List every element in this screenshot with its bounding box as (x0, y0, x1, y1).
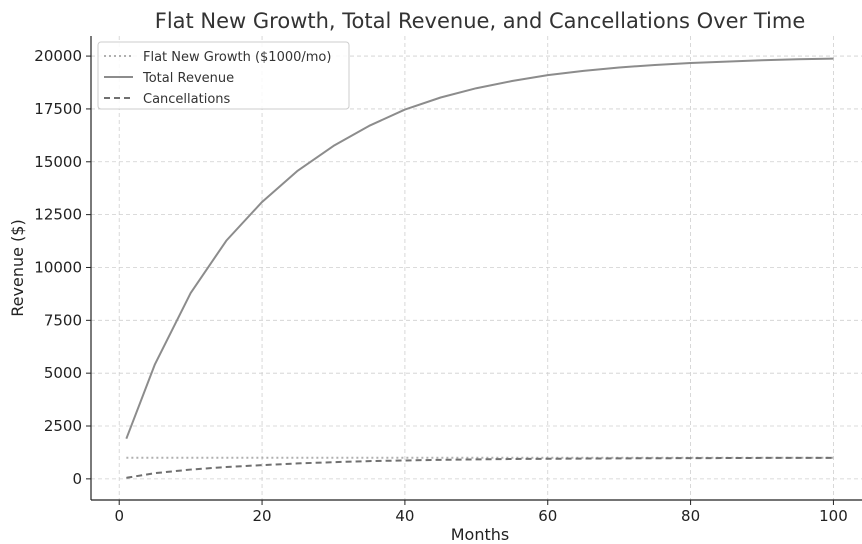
x-axis-label: Months (451, 525, 509, 544)
x-tick-label: 40 (395, 507, 414, 525)
x-tick-label: 100 (819, 507, 848, 525)
x-tick-label: 80 (681, 507, 700, 525)
tick-labels: 0 20 40 60 80 100 0 2500 5000 7500 10000 12500 15000… (34, 47, 847, 525)
x-tick-label: 20 (253, 507, 272, 525)
legend-box (97, 41, 350, 110)
chart-title: Flat New Growth, Total Revenue, and Canc… (155, 9, 806, 33)
grid (91, 36, 862, 500)
legend: Flat New Growth ($1000/mo) Total Revenue C… (97, 41, 350, 110)
legend-label: Cancellations (143, 92, 231, 107)
y-tick-label: 0 (72, 470, 82, 488)
axes (86, 36, 862, 505)
y-axis-label: Revenue ($) (8, 219, 27, 316)
y-tick-label: 12500 (34, 206, 82, 224)
y-tick-label: 17500 (34, 100, 82, 118)
y-tick-label: 7500 (44, 311, 82, 329)
series-lines (125, 57, 834, 479)
y-tick-label: 5000 (44, 364, 82, 382)
y-tick-label: 15000 (34, 153, 82, 171)
y-tick-label: 20000 (34, 47, 82, 65)
y-tick-label: 10000 (34, 258, 82, 276)
series-line-cancellations (126, 456, 834, 479)
legend-label: Flat New Growth ($1000/mo) (143, 50, 331, 65)
x-tick-label: 60 (538, 507, 557, 525)
legend-label: Total Revenue (142, 71, 234, 86)
x-tick-label: 0 (114, 507, 124, 525)
series-line-total-revenue (125, 57, 834, 440)
y-tick-label: 2500 (44, 417, 82, 435)
